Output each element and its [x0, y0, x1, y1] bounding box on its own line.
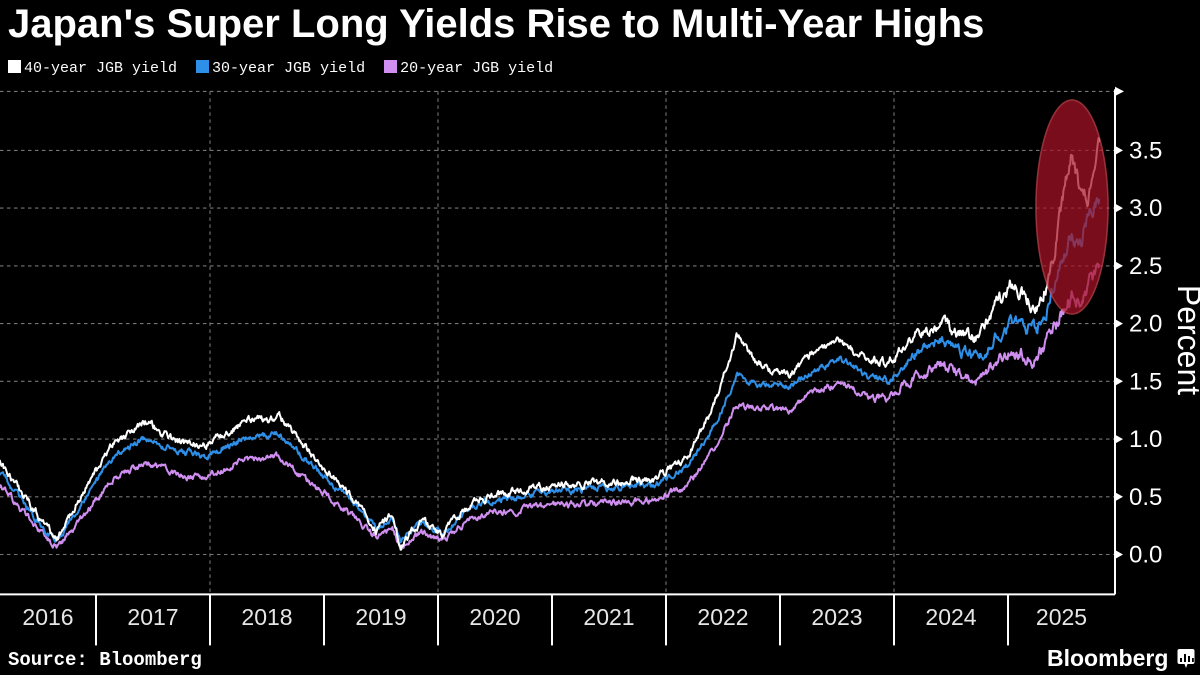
- svg-text:2023: 2023: [811, 604, 862, 630]
- svg-text:2.5: 2.5: [1129, 253, 1162, 280]
- svg-text:0.0: 0.0: [1129, 542, 1162, 569]
- svg-text:2021: 2021: [583, 604, 634, 630]
- svg-text:2017: 2017: [127, 604, 178, 630]
- svg-text:2020: 2020: [469, 604, 520, 630]
- svg-text:2019: 2019: [355, 604, 406, 630]
- svg-text:0.5: 0.5: [1129, 484, 1162, 511]
- svg-text:3.0: 3.0: [1129, 195, 1162, 222]
- svg-text:2022: 2022: [697, 604, 748, 630]
- svg-text:2018: 2018: [241, 604, 292, 630]
- svg-text:1.5: 1.5: [1129, 368, 1162, 395]
- svg-text:3.5: 3.5: [1129, 137, 1162, 164]
- svg-text:2.0: 2.0: [1129, 311, 1162, 338]
- svg-text:2024: 2024: [925, 604, 976, 630]
- svg-text:Percent: Percent: [1171, 285, 1200, 395]
- svg-text:2016: 2016: [22, 604, 73, 630]
- svg-text:1.0: 1.0: [1129, 426, 1162, 453]
- svg-text:2025: 2025: [1036, 604, 1087, 630]
